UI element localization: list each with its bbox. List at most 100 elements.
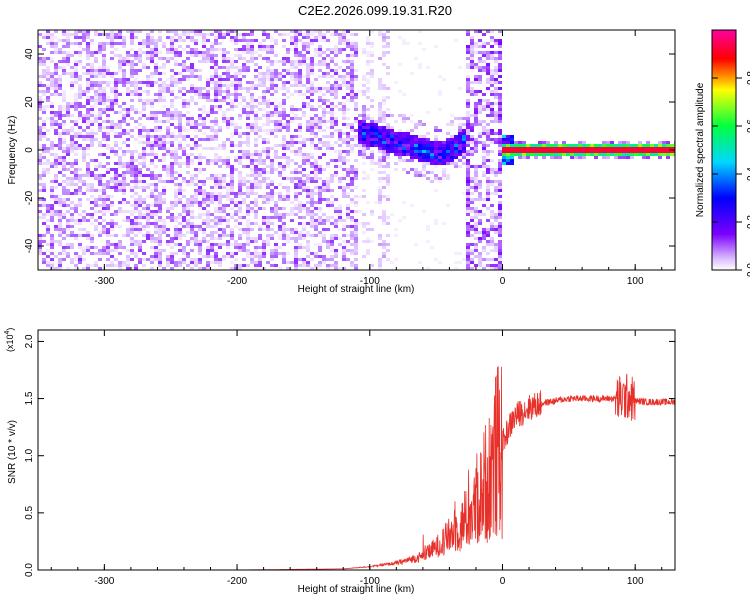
heatmap-cell (322, 75, 326, 78)
heatmap-cell (414, 126, 418, 129)
heatmap-cell (138, 135, 142, 138)
heatmap-cell (498, 153, 502, 156)
heatmap-cell (62, 252, 66, 255)
heatmap-cell (94, 117, 98, 120)
heatmap-cell (234, 201, 238, 204)
heatmap-cell (78, 219, 82, 222)
heatmap-cell (426, 162, 430, 165)
heatmap-cell (234, 75, 238, 78)
heatmap-cell (174, 264, 178, 267)
heatmap-cell (382, 216, 386, 219)
heatmap-cell (86, 174, 90, 177)
heatmap-cell (146, 195, 150, 198)
heatmap-cell (298, 72, 302, 75)
heatmap-cell (106, 84, 110, 87)
heatmap-cell (210, 108, 214, 111)
heatmap-cell (114, 87, 118, 90)
heatmap-cell (606, 153, 610, 156)
heatmap-cell (346, 75, 350, 78)
heatmap-cell (50, 111, 54, 114)
heatmap-cell (370, 129, 374, 132)
heatmap-cell (46, 228, 50, 231)
heatmap-cell (310, 120, 314, 123)
heatmap-cell (434, 222, 438, 225)
heatmap-cell (230, 231, 234, 234)
heatmap-cell (510, 147, 514, 150)
heatmap-cell (114, 54, 118, 57)
heatmap-cell (142, 42, 146, 45)
heatmap-cell (386, 66, 390, 69)
heatmap-cell (610, 144, 614, 147)
heatmap-cell (182, 39, 186, 42)
heatmap-cell (254, 99, 258, 102)
heatmap-cell (214, 63, 218, 66)
heatmap-cell (78, 126, 82, 129)
heatmap-cell (422, 147, 426, 150)
heatmap-cell (494, 246, 498, 249)
heatmap-cell (498, 117, 502, 120)
heatmap-cell (554, 150, 558, 153)
heatmap-cell (146, 93, 150, 96)
heatmap-cell (342, 60, 346, 63)
heatmap-cell (230, 141, 234, 144)
heatmap-cell (310, 99, 314, 102)
heatmap-cell (486, 171, 490, 174)
heatmap-cell (270, 48, 274, 51)
heatmap-cell (238, 54, 242, 57)
heatmap-cell (190, 201, 194, 204)
heatmap-cell (266, 117, 270, 120)
heatmap-cell (154, 198, 158, 201)
heatmap-cell (330, 48, 334, 51)
heatmap-cell (50, 81, 54, 84)
heatmap-cell (238, 39, 242, 42)
heatmap-cell (490, 54, 494, 57)
heatmap-cell (174, 117, 178, 120)
heatmap-cell (514, 141, 518, 144)
heatmap-cell (538, 150, 542, 153)
heatmap-cell (350, 78, 354, 81)
heatmap-cell (226, 75, 230, 78)
heatmap-cell (106, 42, 110, 45)
heatmap-cell (366, 132, 370, 135)
heatmap-cell (94, 57, 98, 60)
heatmap-cell (354, 138, 358, 141)
heatmap-cell (278, 111, 282, 114)
heatmap-cell (130, 39, 134, 42)
heatmap-cell (470, 219, 474, 222)
heatmap-cell (242, 99, 246, 102)
heatmap-cell (170, 171, 174, 174)
heatmap-cell (442, 147, 446, 150)
heatmap-cell (334, 93, 338, 96)
heatmap-cell (186, 129, 190, 132)
heatmap-cell (198, 114, 202, 117)
heatmap-cell (182, 261, 186, 264)
heatmap-cell (298, 117, 302, 120)
heatmap-cell (290, 60, 294, 63)
heatmap-cell (494, 216, 498, 219)
heatmap-cell (358, 147, 362, 150)
heatmap-cell (414, 138, 418, 141)
heatmap-cell (94, 165, 98, 168)
heatmap-cell (350, 96, 354, 99)
heatmap-cell (234, 42, 238, 45)
heatmap-cell (314, 162, 318, 165)
heatmap-cell (234, 240, 238, 243)
heatmap-cell (186, 135, 190, 138)
heatmap-cell (106, 96, 110, 99)
heatmap-cell (434, 177, 438, 180)
heatmap-cell (318, 243, 322, 246)
heatmap-cell (386, 195, 390, 198)
heatmap-cell (354, 96, 358, 99)
heatmap-cell (78, 228, 82, 231)
heatmap-cell (522, 153, 526, 156)
heatmap-cell (38, 234, 42, 237)
heatmap-cell (486, 144, 490, 147)
heatmap-cell (230, 228, 234, 231)
heatmap-cell (66, 60, 70, 63)
heatmap-cell (294, 183, 298, 186)
heatmap-cell (114, 189, 118, 192)
heatmap-cell (130, 108, 134, 111)
heatmap-cell (126, 57, 130, 60)
heatmap-cell (402, 144, 406, 147)
heatmap-cell (202, 117, 206, 120)
